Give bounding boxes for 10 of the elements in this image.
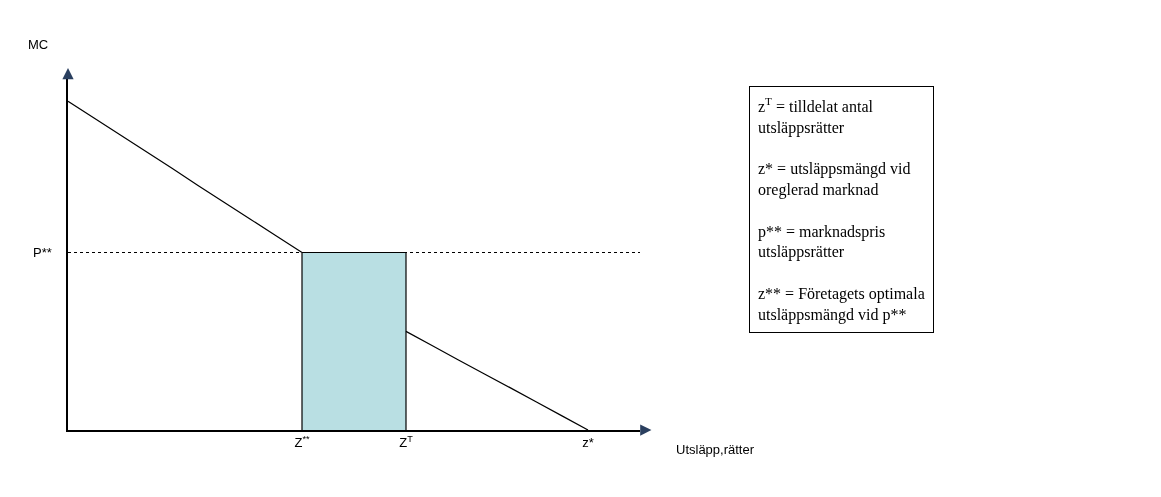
text: z** = Företagets optimala utsläppsmängd vid p** (758, 284, 925, 324)
y-axis-title: MC (28, 37, 49, 52)
text: z* = utsläppsmängd vid oreglerad marknad (758, 160, 911, 199)
ref-line-label: P** (33, 245, 52, 260)
x-tick-label: Z$^{**}$ (294, 433, 310, 451)
x-axis-title: Utsläpp,rätter (676, 442, 755, 457)
text: p** = marknadspris utsläppsrätter (758, 222, 886, 262)
x-tick-label: Z$^{T}$ (399, 433, 414, 451)
text: z$^{T}$ = tilldelat antal utsläppsrätter (758, 95, 874, 137)
x-tick-label: z* (582, 435, 594, 451)
